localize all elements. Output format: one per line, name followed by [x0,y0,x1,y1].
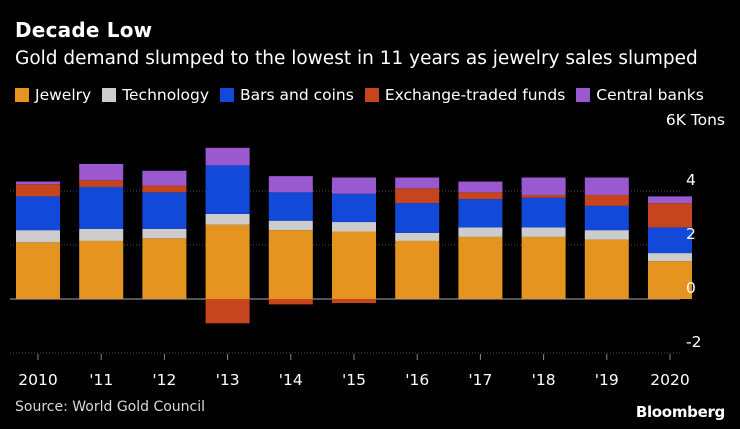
bar-segment-exchange-traded-funds [458,192,503,200]
legend-item-central-banks: Central banks [576,86,704,104]
bar-segment-bars-and-coins [16,196,60,231]
bar-segment-exchange-traded-funds [142,185,187,193]
bar-segment-exchange-traded-funds [395,188,440,204]
bar-segment-technology [79,228,124,241]
legend-label-jewelry: Jewelry [35,86,92,104]
legend-label-central-banks: Central banks [596,86,704,104]
bar-segment-jewelry [395,240,440,299]
legend-swatch-bars-and-coins [220,88,235,102]
legend: Jewelry Technology Bars and coins Exchan… [15,86,715,104]
bar-segment-central-banks [458,181,503,193]
bar-segment-jewelry [79,240,124,299]
bar-segment-exchange-traded-funds [268,299,313,305]
bar-segment-exchange-traded-funds [332,299,376,304]
bar-segment-exchange-traded-funds [584,195,629,206]
x-tick-label: '14 [279,371,303,389]
x-tick-label: 2010 [18,371,57,389]
bar-segment-central-banks [332,177,376,194]
bar-segment-central-banks [205,147,250,166]
bars [16,147,692,324]
bar-segment-bars-and-coins [332,193,376,223]
chart-title: Decade Low [15,18,153,42]
bar-segment-central-banks [395,177,440,189]
bar-segment-technology [205,213,250,225]
bar-segment-central-banks [79,164,124,181]
bar-segment-bars-and-coins [584,205,629,231]
bar-segment-technology [395,232,440,241]
bar-segment-central-banks [268,176,313,193]
bar-segment-bars-and-coins [648,227,692,254]
legend-item-technology: Technology [102,86,209,104]
bar-segment-bars-and-coins [142,192,187,229]
bar-segment-bars-and-coins [79,186,124,229]
bar-segment-bars-and-coins [268,192,313,221]
y-tick-label: 0 [686,279,696,297]
x-axis: 2010 '11 '12 '13 '14 '15 '16 '17 '18 '19 2020 [18,354,690,389]
x-tick-label: '11 [89,371,113,389]
bar-segment-jewelry [521,236,566,299]
legend-item-bars-and-coins: Bars and coins [220,86,354,104]
chart-subtitle: Gold demand slumped to the lowest in 11 … [15,48,698,69]
bar-segment-jewelry [648,261,692,299]
x-tick-label: 2020 [650,371,689,389]
y-axis: 4 2 0 -2 [686,171,701,351]
bar-segment-central-banks [648,196,692,204]
bar-segment-jewelry [142,238,187,299]
bar-segment-bars-and-coins [458,199,503,228]
bar-segment-technology [648,253,692,262]
legend-label-technology: Technology [122,86,210,104]
bar-segment-jewelry [332,231,376,299]
x-tick-label: '18 [532,371,556,389]
legend-swatch-etf [364,88,379,102]
legend-item-etf: Exchange-traded funds [364,86,566,104]
legend-swatch-jewelry [15,88,29,102]
brand-logo: Bloomberg [635,403,725,421]
source-note: Source: World Gold Council [15,399,206,415]
bar-segment-technology [16,230,60,243]
bar-segment-exchange-traded-funds [521,195,566,198]
x-tick-label: '17 [468,371,492,389]
y-tick-label: 2 [686,225,696,243]
bar-segment-jewelry [205,224,250,299]
y-tick-label: 4 [686,171,696,189]
x-tick-label: '19 [595,371,619,389]
bar-segment-central-banks [584,177,629,196]
bar-segment-jewelry [458,236,503,299]
bar-segment-bars-and-coins [205,165,250,214]
bar-segment-exchange-traded-funds [79,180,124,187]
bar-segment-technology [584,230,629,240]
legend-label-bars-and-coins: Bars and coins [240,86,354,104]
bar-segment-jewelry [268,230,313,299]
bar-segment-jewelry [584,239,629,299]
bar-segment-technology [332,222,376,232]
bar-segment-exchange-traded-funds [16,184,60,197]
y-axis-unit-label: 6K Tons [665,111,725,129]
x-tick-label: '15 [342,371,366,389]
x-tick-label: '16 [405,371,429,389]
bar-segment-exchange-traded-funds [205,299,250,324]
bar-segment-bars-and-coins [395,203,440,233]
bar-segment-central-banks [16,181,60,185]
bar-segment-central-banks [142,170,187,186]
x-tick-label: '12 [152,371,176,389]
bar-segment-central-banks [521,177,566,196]
bar-segment-technology [142,228,187,239]
bar-segment-jewelry [16,242,60,299]
legend-swatch-central-banks [576,88,591,102]
bar-segment-technology [458,227,503,237]
x-tick-label: '13 [216,371,240,389]
y-tick-label: -2 [686,333,701,351]
bar-segment-exchange-traded-funds [648,203,692,228]
legend-swatch-technology [102,88,117,102]
bar-segment-technology [521,227,566,237]
bar-segment-technology [268,220,313,231]
bar-segment-bars-and-coins [521,197,566,228]
legend-item-jewelry: Jewelry [15,86,91,104]
legend-label-etf: Exchange-traded funds [384,86,566,104]
